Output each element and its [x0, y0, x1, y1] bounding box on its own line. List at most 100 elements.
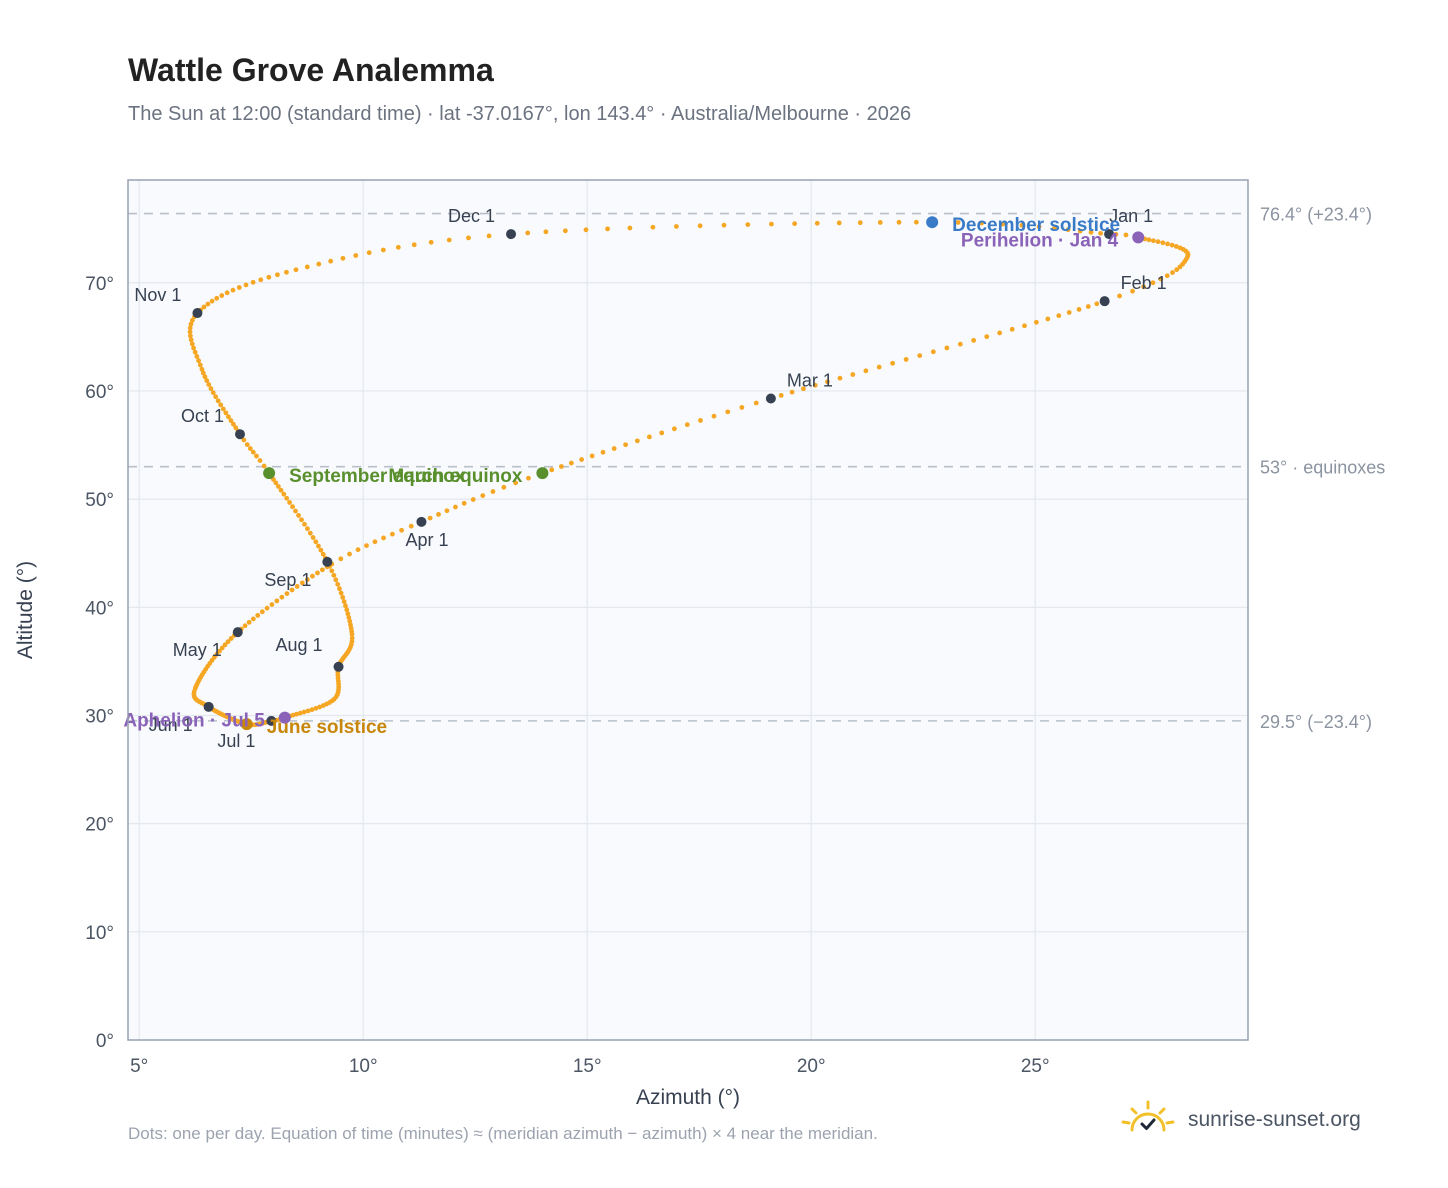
month-marker [232, 627, 243, 638]
day-dot [281, 491, 287, 497]
month-marker [1104, 229, 1115, 240]
day-dot [1160, 240, 1166, 246]
day-dot [1174, 267, 1180, 273]
day-dot [201, 304, 207, 310]
day-dot [1085, 304, 1091, 309]
event-label: March equinox [388, 466, 523, 487]
day-dot [568, 460, 574, 466]
day-dot [194, 354, 200, 359]
day-dot [335, 581, 341, 587]
month-marker [203, 701, 214, 712]
day-dot [1177, 264, 1183, 270]
day-dot [526, 475, 531, 481]
day-dot [1098, 230, 1103, 236]
day-dot [299, 517, 304, 523]
day-dot [309, 707, 315, 713]
sun-icon [1120, 1100, 1176, 1139]
day-dot [436, 511, 441, 517]
day-dot [192, 349, 198, 355]
day-dot [347, 618, 353, 624]
day-dot [836, 220, 842, 226]
month-marker [192, 308, 203, 319]
month-label: Jul 1 [217, 731, 255, 751]
day-dot [684, 422, 690, 428]
day-dot [188, 337, 194, 343]
day-dot [284, 269, 289, 275]
day-dot [984, 334, 990, 340]
day-dot [997, 330, 1003, 336]
day-dot [228, 418, 234, 423]
day-dot [297, 710, 303, 716]
day-dot [236, 285, 242, 290]
day-dot [226, 414, 231, 420]
y-tick-label: 40° [85, 598, 114, 619]
day-dot [1066, 310, 1072, 315]
day-dot [753, 400, 759, 406]
day-dot [302, 521, 307, 527]
day-dot [453, 504, 458, 510]
day-dot [340, 594, 346, 600]
day-dot [1009, 326, 1015, 332]
day-dot [1173, 244, 1179, 249]
day-dot [214, 295, 220, 301]
day-dot [341, 599, 347, 605]
day-dot [466, 235, 471, 241]
day-dot [890, 360, 895, 366]
event-marker [240, 718, 253, 731]
day-dot [259, 609, 265, 615]
day-dot [329, 568, 335, 574]
day-dot [461, 500, 467, 506]
day-dot [427, 515, 433, 521]
day-dot [319, 567, 325, 573]
day-dot [814, 220, 820, 226]
day-dot [269, 602, 275, 607]
month-marker [322, 556, 333, 567]
day-dot [399, 527, 404, 533]
month-marker [1099, 296, 1110, 307]
day-dot [299, 580, 305, 586]
day-dot [274, 598, 280, 604]
day-dot [205, 301, 211, 307]
day-dot [1036, 224, 1042, 230]
month-label: Oct 1 [181, 406, 224, 426]
day-dot [338, 556, 344, 562]
day-dot [264, 605, 270, 611]
day-dot [789, 389, 795, 395]
day-dot [930, 349, 936, 355]
day-dot [659, 430, 665, 436]
day-dot [711, 413, 717, 419]
day-dot [589, 453, 595, 459]
brand-link[interactable]: sunrise-sunset.org [1188, 1107, 1361, 1131]
day-dot [219, 645, 225, 651]
day-dot [293, 508, 298, 514]
day-dot [792, 221, 798, 227]
chart-subtitle: The Sun at 12:00 (standard time) · lat -… [128, 103, 912, 125]
month-label: Dec 1 [448, 206, 495, 226]
day-dot [349, 635, 355, 641]
day-dot [801, 386, 806, 392]
day-dot [745, 222, 751, 227]
month-marker [333, 661, 344, 672]
day-dot [243, 282, 249, 288]
day-dot [543, 229, 549, 235]
day-dot [338, 590, 344, 596]
day-dot [304, 264, 310, 270]
reference-line-label: 53° · equinoxes [1260, 458, 1385, 478]
day-dot [333, 577, 339, 583]
day-dot [244, 442, 250, 448]
day-dot [850, 372, 856, 377]
day-dot [1158, 276, 1164, 282]
day-dot [337, 586, 342, 592]
day-dot [189, 317, 195, 323]
day-dot [346, 615, 352, 620]
y-axis-label: Altitude (°) [14, 561, 37, 659]
x-tick-label: 25° [1021, 1056, 1050, 1077]
brand[interactable]: sunrise-sunset.org [1120, 1100, 1361, 1139]
day-dot [444, 508, 450, 514]
day-dot [863, 368, 869, 374]
day-dot [250, 279, 256, 285]
day-dot [228, 636, 234, 641]
month-label: Jun 1 [149, 715, 193, 735]
